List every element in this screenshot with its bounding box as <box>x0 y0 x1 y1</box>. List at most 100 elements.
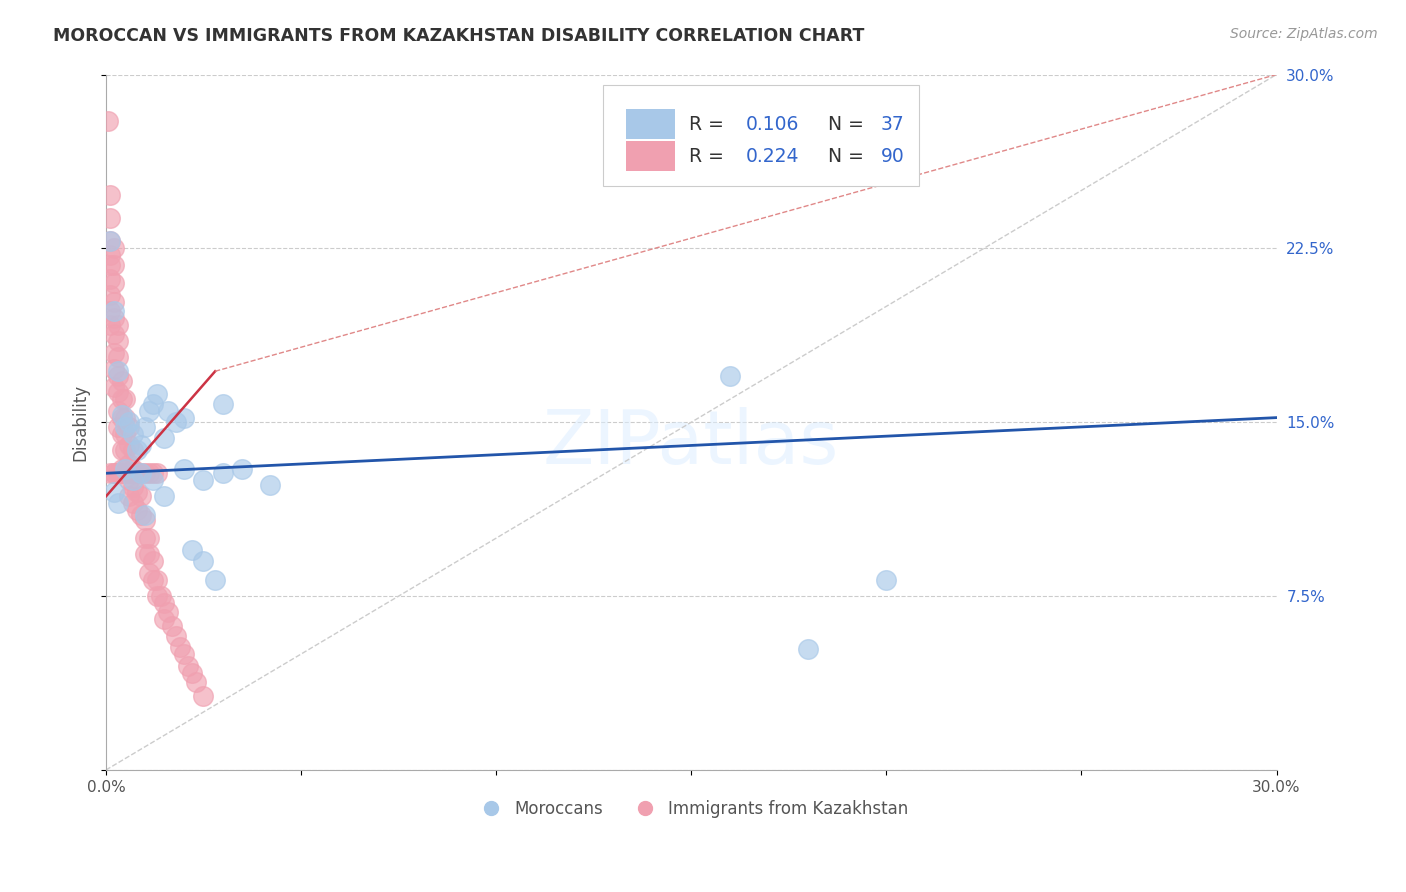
Point <box>127 467 149 481</box>
Point <box>98 271 121 285</box>
Point <box>134 548 156 562</box>
Point <box>110 461 132 475</box>
Point <box>114 420 136 434</box>
Point <box>98 235 121 249</box>
Point <box>110 374 132 388</box>
Point <box>114 410 136 425</box>
Point <box>134 513 156 527</box>
Point <box>107 467 129 481</box>
Point <box>718 368 741 383</box>
Point <box>114 461 136 475</box>
Point <box>107 385 129 400</box>
Point <box>142 473 165 487</box>
Point <box>107 318 129 332</box>
Point <box>153 432 176 446</box>
Point <box>134 531 156 545</box>
Point <box>114 443 136 458</box>
Text: 37: 37 <box>882 114 904 134</box>
Point <box>98 287 121 301</box>
Point <box>98 248 121 262</box>
Text: 90: 90 <box>882 146 904 166</box>
Point <box>107 467 129 481</box>
Point <box>127 484 149 499</box>
Point <box>103 294 125 309</box>
Text: N =: N = <box>817 114 870 134</box>
Point <box>118 415 141 429</box>
Text: R =: R = <box>689 114 730 134</box>
Point <box>107 496 129 510</box>
Point <box>103 362 125 376</box>
Point <box>122 467 145 481</box>
Point <box>118 457 141 471</box>
Point <box>107 334 129 348</box>
Point <box>110 410 132 425</box>
Point <box>103 310 125 325</box>
Point <box>193 554 215 568</box>
Point <box>173 410 195 425</box>
Point <box>98 304 121 318</box>
Y-axis label: Disability: Disability <box>72 384 89 461</box>
Point <box>98 318 121 332</box>
Point <box>114 392 136 406</box>
Point <box>107 351 129 365</box>
Point <box>797 642 820 657</box>
Point <box>184 674 207 689</box>
Text: R =: R = <box>689 146 730 166</box>
Point <box>122 467 145 481</box>
Point <box>122 443 145 458</box>
Text: 0.106: 0.106 <box>747 114 800 134</box>
Point <box>145 387 167 401</box>
Point <box>129 467 152 481</box>
Point <box>134 508 156 522</box>
Point <box>212 467 235 481</box>
Point <box>180 665 202 680</box>
Point <box>204 573 226 587</box>
Point <box>145 573 167 587</box>
Point <box>169 640 191 654</box>
Point <box>103 258 125 272</box>
Point <box>212 397 235 411</box>
Point <box>114 426 136 441</box>
Point <box>107 403 129 417</box>
Text: ZIPatlas: ZIPatlas <box>543 407 839 480</box>
Point <box>114 467 136 481</box>
Point <box>110 443 132 458</box>
Text: N =: N = <box>817 146 870 166</box>
Point <box>138 467 160 481</box>
Point <box>153 612 176 626</box>
Point <box>127 503 149 517</box>
Point <box>114 461 136 475</box>
Point <box>110 392 132 406</box>
Point <box>103 467 125 481</box>
Point <box>103 484 125 499</box>
Point <box>103 380 125 394</box>
Point <box>173 647 195 661</box>
Point <box>107 368 129 383</box>
Point <box>129 438 152 452</box>
Point <box>157 403 180 417</box>
Point <box>193 473 215 487</box>
Text: MOROCCAN VS IMMIGRANTS FROM KAZAKHSTAN DISABILITY CORRELATION CHART: MOROCCAN VS IMMIGRANTS FROM KAZAKHSTAN D… <box>53 27 865 45</box>
Point <box>138 566 160 580</box>
Point <box>193 689 215 703</box>
Point <box>145 467 167 481</box>
Point <box>110 467 132 481</box>
Point <box>259 478 281 492</box>
Text: Source: ZipAtlas.com: Source: ZipAtlas.com <box>1230 27 1378 41</box>
Point <box>107 364 129 378</box>
Point <box>177 658 200 673</box>
Point <box>142 573 165 587</box>
Point <box>165 628 187 642</box>
Point <box>118 467 141 481</box>
Point <box>103 345 125 359</box>
Point <box>110 426 132 441</box>
Point <box>97 114 120 128</box>
Point <box>110 409 132 423</box>
Point <box>165 415 187 429</box>
Point <box>118 490 141 504</box>
Point <box>98 258 121 272</box>
Point <box>127 443 149 458</box>
Point <box>98 211 121 226</box>
Point <box>180 542 202 557</box>
Point <box>162 619 184 633</box>
